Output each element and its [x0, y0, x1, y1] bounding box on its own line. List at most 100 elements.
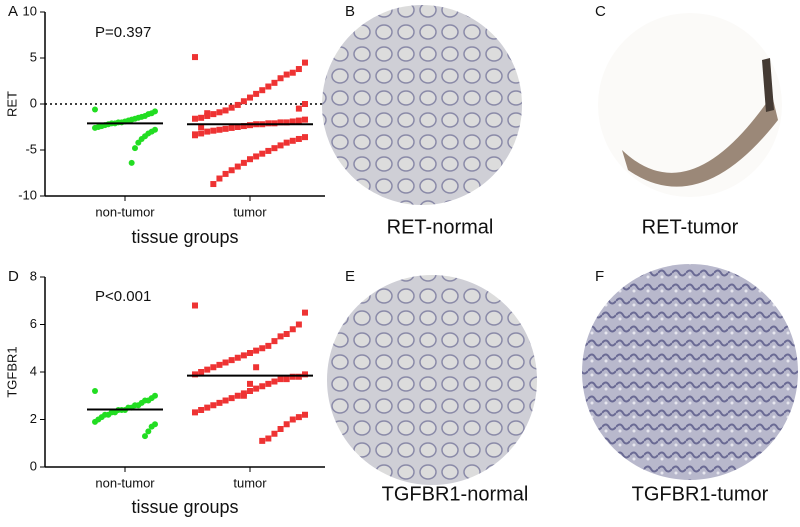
- point: [222, 397, 229, 404]
- x-axis-label: tissue groups: [131, 497, 238, 517]
- point: [283, 71, 290, 78]
- point: [216, 399, 223, 406]
- point: [302, 371, 308, 378]
- point: [216, 126, 223, 133]
- point: [283, 421, 290, 428]
- point: [240, 352, 247, 359]
- point: [204, 366, 211, 373]
- point: [135, 139, 142, 146]
- y-tick-label: 8: [30, 268, 37, 283]
- panel-label: A: [8, 3, 18, 20]
- point: [198, 114, 205, 121]
- point: [234, 354, 241, 361]
- point: [265, 380, 272, 387]
- point: [192, 131, 198, 138]
- point: [253, 153, 260, 160]
- annotation: P<0.001: [95, 288, 151, 305]
- point: [192, 302, 198, 309]
- point: [265, 342, 272, 349]
- image-e: [327, 275, 537, 485]
- annotation: P=0.397: [95, 24, 151, 41]
- point: [253, 347, 260, 354]
- point: [259, 345, 266, 352]
- point: [271, 145, 278, 152]
- point: [148, 423, 155, 430]
- point: [216, 175, 223, 182]
- point: [302, 309, 308, 316]
- point: [247, 350, 253, 356]
- point: [92, 124, 98, 131]
- point: [302, 101, 308, 107]
- point: [92, 388, 98, 394]
- image-caption: RET-normal: [387, 216, 494, 238]
- point: [271, 79, 278, 86]
- point: [295, 66, 302, 73]
- point: [289, 416, 296, 423]
- point: [210, 181, 217, 188]
- point: [228, 357, 235, 364]
- point: [204, 110, 211, 117]
- panel-label: C: [595, 3, 606, 20]
- point: [289, 137, 296, 144]
- panel-label: B: [345, 3, 355, 20]
- point: [145, 428, 152, 435]
- point: [92, 106, 98, 113]
- point: [271, 338, 278, 345]
- point: [265, 147, 272, 154]
- point: [265, 435, 272, 442]
- point: [216, 109, 223, 116]
- point: [271, 430, 278, 437]
- point: [247, 380, 253, 387]
- point: [277, 333, 284, 340]
- point: [240, 159, 247, 166]
- point: [210, 127, 217, 134]
- point: [192, 371, 198, 378]
- point: [253, 364, 260, 371]
- point: [295, 414, 302, 421]
- point: [302, 59, 308, 66]
- point: [228, 104, 235, 111]
- point: [247, 94, 253, 101]
- point: [240, 392, 247, 399]
- point: [192, 54, 198, 61]
- y-tick-label: -5: [25, 141, 37, 156]
- x-tick-label: non-tumor: [95, 475, 155, 490]
- point: [222, 170, 229, 177]
- y-tick-label: 0: [30, 458, 37, 473]
- y-tick-label: 0: [30, 95, 37, 110]
- x-axis-label: tissue groups: [131, 227, 238, 247]
- y-tick-label: 5: [30, 49, 37, 64]
- point: [271, 378, 278, 385]
- y-tick-label: 10: [23, 3, 37, 18]
- point: [234, 163, 241, 170]
- point: [228, 167, 235, 174]
- image-caption: TGFBR1-normal: [382, 483, 529, 505]
- point: [295, 117, 302, 124]
- point: [277, 426, 284, 432]
- point: [277, 119, 284, 126]
- point: [198, 407, 205, 413]
- point: [198, 124, 205, 130]
- point: [283, 331, 290, 337]
- y-axis-label: TGFBR1: [4, 346, 19, 397]
- point: [253, 90, 260, 97]
- x-tick-label: tumor: [233, 204, 267, 219]
- point: [259, 87, 266, 94]
- y-tick-label: 4: [30, 363, 37, 378]
- image-f: [582, 264, 798, 480]
- point: [253, 385, 260, 392]
- point: [128, 159, 135, 166]
- point: [289, 69, 296, 76]
- point: [228, 395, 235, 402]
- point: [259, 150, 266, 157]
- image-b: [322, 5, 522, 205]
- point: [302, 116, 308, 123]
- point: [204, 128, 211, 135]
- point: [289, 326, 296, 333]
- y-tick-label: 6: [30, 316, 37, 331]
- point: [283, 376, 290, 383]
- point: [216, 361, 223, 368]
- point: [234, 392, 241, 399]
- point: [277, 376, 284, 383]
- point: [240, 98, 247, 105]
